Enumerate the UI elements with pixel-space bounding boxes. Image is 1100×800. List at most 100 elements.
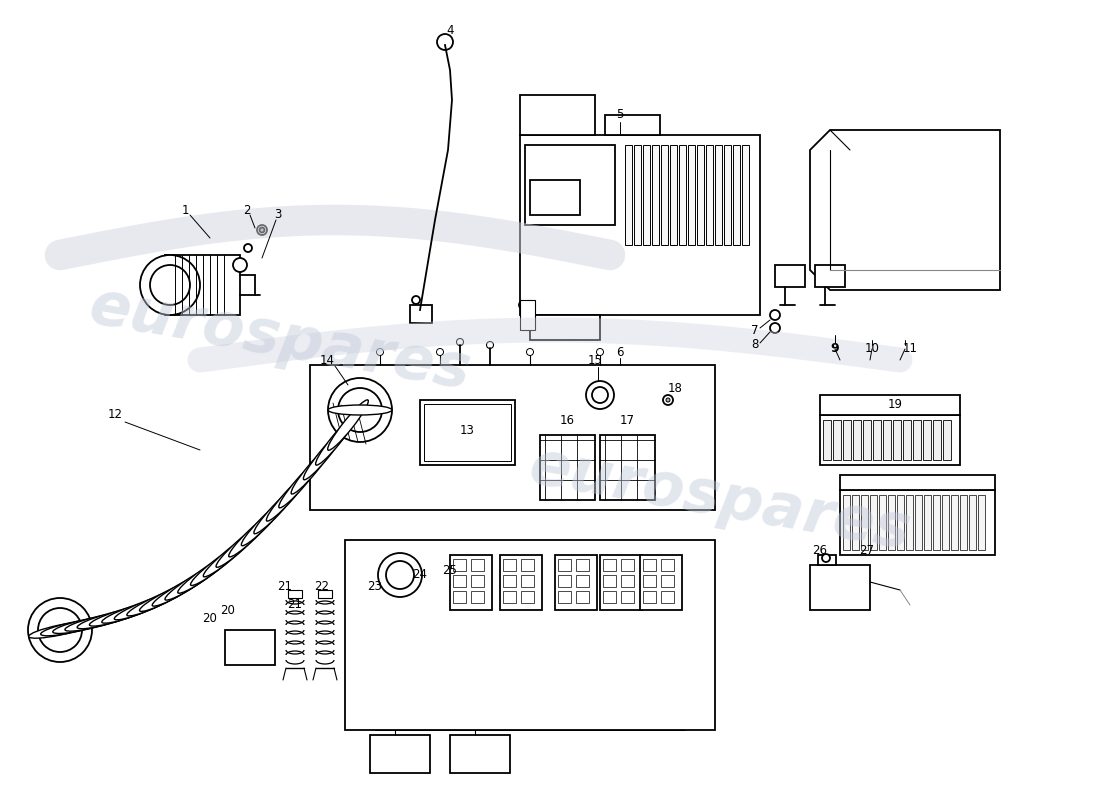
Ellipse shape xyxy=(278,459,321,508)
Bar xyxy=(915,495,922,550)
Bar xyxy=(410,305,432,323)
Bar xyxy=(471,559,484,571)
Bar xyxy=(530,315,600,340)
Text: 2: 2 xyxy=(243,203,251,217)
Bar xyxy=(697,145,704,245)
Bar xyxy=(893,420,901,460)
Ellipse shape xyxy=(89,605,151,626)
Bar xyxy=(520,135,760,315)
Bar xyxy=(969,495,976,550)
Bar xyxy=(556,555,597,610)
Bar xyxy=(978,495,984,550)
Circle shape xyxy=(412,296,420,304)
Bar xyxy=(640,555,682,610)
Text: 6: 6 xyxy=(616,346,624,358)
Bar xyxy=(621,575,634,587)
Circle shape xyxy=(376,349,384,355)
Bar xyxy=(815,265,845,287)
Bar xyxy=(644,145,650,245)
Bar xyxy=(852,420,861,460)
Bar xyxy=(453,591,466,603)
Bar xyxy=(843,420,851,460)
Ellipse shape xyxy=(241,499,287,546)
Bar xyxy=(661,575,674,587)
Bar xyxy=(634,145,641,245)
Ellipse shape xyxy=(165,565,219,600)
Bar xyxy=(913,420,921,460)
Text: 15: 15 xyxy=(587,354,603,366)
Ellipse shape xyxy=(190,546,242,586)
Bar xyxy=(706,145,713,245)
Text: 12: 12 xyxy=(108,409,122,422)
Bar xyxy=(558,575,571,587)
Bar xyxy=(820,415,960,465)
Bar xyxy=(688,145,695,245)
Bar xyxy=(942,495,949,550)
Polygon shape xyxy=(810,130,1000,290)
Text: 14: 14 xyxy=(319,354,334,366)
Text: 21: 21 xyxy=(277,581,293,594)
Text: 16: 16 xyxy=(560,414,574,426)
Bar xyxy=(906,495,913,550)
Bar xyxy=(520,95,595,135)
Bar xyxy=(823,420,830,460)
Text: 19: 19 xyxy=(888,398,902,411)
Bar xyxy=(503,559,516,571)
Text: 26: 26 xyxy=(813,543,827,557)
Bar xyxy=(896,495,904,550)
Bar xyxy=(576,559,588,571)
Bar xyxy=(558,591,571,603)
Bar xyxy=(724,145,732,245)
Bar xyxy=(776,265,805,287)
Bar xyxy=(540,435,595,500)
Ellipse shape xyxy=(152,573,208,606)
Bar xyxy=(558,559,571,571)
Bar xyxy=(644,559,656,571)
Bar xyxy=(605,115,660,135)
Bar xyxy=(603,591,616,603)
Bar xyxy=(521,575,534,587)
Bar xyxy=(715,145,722,245)
Bar xyxy=(933,495,940,550)
Circle shape xyxy=(244,244,252,252)
Bar xyxy=(820,395,960,415)
Text: eurospares: eurospares xyxy=(525,438,915,562)
Bar xyxy=(652,145,659,245)
Bar xyxy=(833,420,842,460)
Circle shape xyxy=(150,265,190,305)
Bar xyxy=(888,495,895,550)
Circle shape xyxy=(527,349,534,355)
Bar xyxy=(525,145,615,225)
Circle shape xyxy=(486,342,494,349)
Bar xyxy=(644,591,656,603)
Text: 25: 25 xyxy=(442,563,458,577)
Bar xyxy=(870,495,877,550)
Bar xyxy=(625,145,632,245)
Circle shape xyxy=(666,398,670,402)
Ellipse shape xyxy=(304,430,344,480)
Bar xyxy=(742,145,749,245)
Bar xyxy=(861,495,868,550)
Bar xyxy=(933,420,940,460)
Circle shape xyxy=(328,378,392,442)
Ellipse shape xyxy=(53,616,116,634)
Circle shape xyxy=(140,255,200,315)
Circle shape xyxy=(437,349,443,355)
Ellipse shape xyxy=(29,622,91,638)
Bar xyxy=(600,555,642,610)
Polygon shape xyxy=(310,365,715,510)
Text: 5: 5 xyxy=(616,109,624,122)
Ellipse shape xyxy=(126,588,185,616)
Circle shape xyxy=(770,323,780,333)
Bar xyxy=(864,420,871,460)
Bar xyxy=(453,575,466,587)
Text: 8: 8 xyxy=(751,338,759,351)
Ellipse shape xyxy=(292,445,333,494)
Circle shape xyxy=(663,395,673,405)
Text: 17: 17 xyxy=(619,414,635,426)
Bar xyxy=(621,559,634,571)
Bar xyxy=(879,495,886,550)
Bar xyxy=(843,495,850,550)
Circle shape xyxy=(338,388,382,432)
Bar xyxy=(424,404,512,461)
